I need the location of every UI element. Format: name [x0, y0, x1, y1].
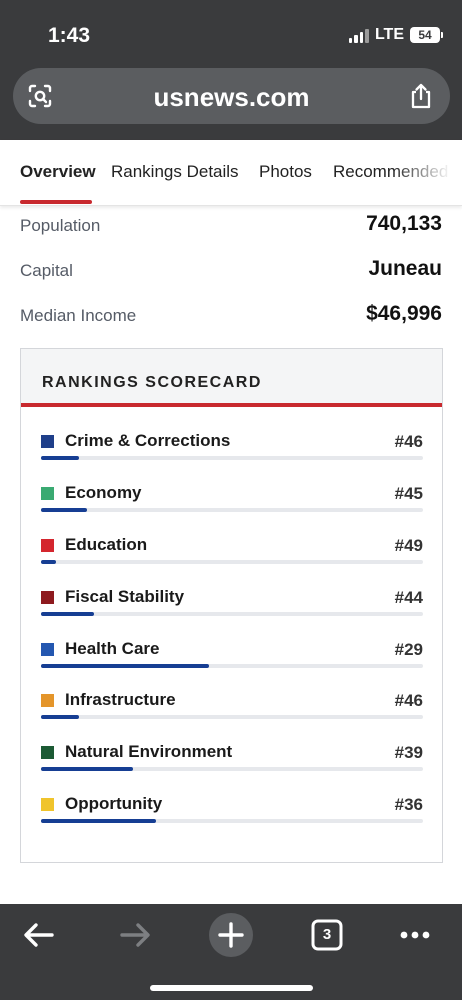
category-color-swatch [41, 591, 54, 604]
scorecard-item[interactable]: Infrastructure #46 [41, 690, 423, 730]
category-color-swatch [41, 643, 54, 656]
scorecard-item[interactable]: Health Care #29 [41, 639, 423, 679]
scorecard-item[interactable]: Opportunity #36 [41, 794, 423, 834]
category-label: Fiscal Stability [65, 587, 185, 606]
forward-arrow-icon[interactable] [112, 912, 158, 958]
category-color-swatch [41, 746, 54, 759]
rank-progress-fill [41, 456, 80, 460]
rank-progress-fill [41, 508, 87, 512]
rank-progress-fill [41, 819, 156, 823]
fact-label: Population [20, 216, 101, 235]
rank-progress-fill [41, 715, 80, 719]
fact-median-income: Median Income $46,996 [20, 302, 442, 332]
tab-overflow-fade [392, 140, 462, 204]
share-icon[interactable] [408, 82, 434, 110]
rank-progress-fill [41, 767, 133, 771]
scorecard-item[interactable]: Economy #45 [41, 483, 423, 523]
scorecard-item[interactable]: Education #49 [41, 535, 423, 575]
category-label: Opportunity [65, 794, 163, 813]
rank-progress-track [41, 456, 423, 460]
category-color-swatch [41, 435, 54, 448]
category-rank: #46 [394, 432, 423, 451]
rank-progress-track [41, 612, 423, 616]
section-tabs: Overview Rankings Details Photos Recomme… [0, 140, 462, 206]
url-text[interactable]: usnews.com [153, 82, 310, 112]
more-dots-icon[interactable] [392, 912, 438, 958]
category-rank: #46 [394, 691, 423, 710]
category-rank: #49 [394, 536, 423, 555]
rank-progress-fill [41, 664, 210, 668]
fact-value: 740,133 [366, 212, 442, 235]
tab-photos[interactable]: Photos [259, 162, 312, 181]
category-rank: #44 [394, 588, 423, 607]
status-bar: 1:43 LTE 54 [0, 0, 462, 66]
tab-overview[interactable]: Overview [20, 162, 96, 181]
rank-progress-track [41, 715, 423, 719]
fact-capital: Capital Juneau [20, 257, 442, 287]
network-type: LTE [374, 26, 404, 43]
rankings-scorecard: RANKINGS SCORECARD Crime & Corrections #… [20, 348, 443, 863]
category-label: Crime & Corrections [65, 431, 231, 450]
status-time: 1:43 [48, 24, 91, 47]
battery-icon: 54 [410, 27, 443, 43]
category-label: Health Care [65, 639, 160, 658]
back-arrow-icon[interactable] [16, 912, 62, 958]
tab-count: 3 [322, 926, 332, 943]
category-color-swatch [41, 798, 54, 811]
rank-progress-track [41, 560, 423, 564]
category-label: Education [65, 535, 148, 554]
tab-switcher-button[interactable]: 3 [304, 912, 350, 958]
rank-progress-fill [41, 612, 95, 616]
scorecard-item[interactable]: Crime & Corrections #46 [41, 431, 423, 471]
category-label: Infrastructure [65, 690, 176, 709]
plus-icon[interactable] [208, 912, 254, 958]
fact-label: Median Income [20, 306, 137, 325]
category-color-swatch [41, 487, 54, 500]
cellular-signal-icon [348, 27, 369, 43]
page-tools-icon[interactable] [27, 83, 53, 109]
browser-address-area: usnews.com [0, 66, 462, 140]
category-label: Economy [65, 483, 142, 502]
scorecard-title: RANKINGS SCORECARD [42, 374, 262, 391]
browser-toolbar: 3 [0, 904, 462, 1000]
scorecard-item[interactable]: Fiscal Stability #44 [41, 587, 423, 627]
rank-progress-fill [41, 560, 57, 564]
fact-label: Capital [20, 261, 73, 280]
fact-value: Juneau [368, 257, 442, 280]
home-indicator [150, 985, 313, 991]
category-rank: #39 [394, 743, 423, 762]
scorecard-item[interactable]: Natural Environment #39 [41, 742, 423, 782]
category-label: Natural Environment [65, 742, 233, 761]
fact-population: Population 740,133 [20, 212, 442, 242]
tab-rankings-details[interactable]: Rankings Details [111, 162, 239, 181]
active-tab-indicator [20, 200, 92, 204]
fact-value: $46,996 [366, 302, 442, 325]
category-rank: #45 [394, 484, 423, 503]
tabs-square-icon [311, 919, 343, 951]
rank-progress-track [41, 767, 423, 771]
scorecard-header: RANKINGS SCORECARD [21, 349, 442, 407]
category-color-swatch [41, 539, 54, 552]
category-color-swatch [41, 694, 54, 707]
rank-progress-track [41, 664, 423, 668]
rank-progress-track [41, 819, 423, 823]
address-bar[interactable]: usnews.com [13, 68, 450, 124]
rank-progress-track [41, 508, 423, 512]
category-rank: #36 [394, 795, 423, 814]
category-rank: #29 [394, 640, 423, 659]
status-indicators: LTE 54 [348, 26, 443, 44]
